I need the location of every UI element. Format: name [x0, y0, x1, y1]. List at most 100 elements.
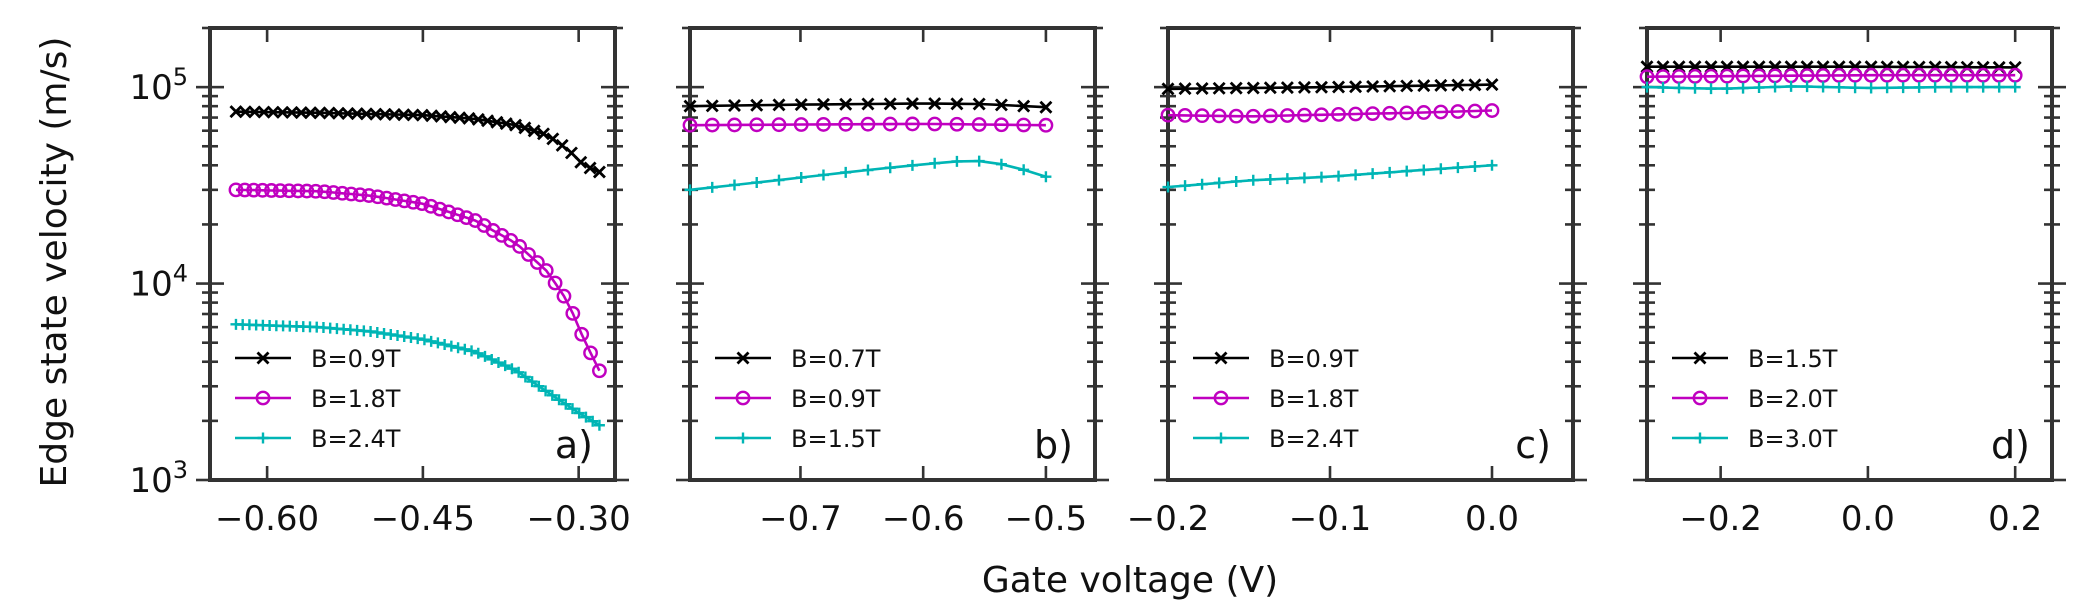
series-B=0.9T [682, 116, 1054, 133]
x-axis-title: Gate voltage (V) [982, 560, 1278, 600]
data-point [1847, 67, 1863, 83]
data-point [459, 210, 474, 226]
legend-label: B=0.9T [311, 345, 401, 373]
data-point [486, 353, 498, 365]
data-point [994, 117, 1009, 133]
data-point [237, 182, 253, 198]
data-point [884, 162, 896, 174]
legend-label: B=1.5T [791, 425, 881, 453]
data-point [727, 117, 742, 133]
x-tick-label: −0.45 [371, 499, 475, 539]
legend-label: B=1.5T [1748, 345, 1838, 373]
data-point [728, 179, 740, 191]
data-point [1401, 165, 1413, 177]
data-point [512, 239, 528, 254]
data-point [1831, 68, 1847, 83]
data-point [1399, 105, 1415, 121]
data-point [860, 116, 876, 132]
data-point [308, 183, 324, 199]
legend-label: B=2.4T [311, 425, 401, 453]
data-point [1194, 108, 1210, 124]
series-line [235, 110, 600, 174]
data-point [1451, 78, 1465, 92]
data-point [1333, 170, 1345, 182]
data-point [1485, 78, 1499, 92]
legend-label: B=1.8T [311, 385, 401, 413]
data-point [1911, 67, 1927, 83]
data-point [452, 342, 464, 354]
data-point [839, 97, 853, 111]
data-point [540, 385, 552, 397]
data-point [840, 166, 852, 178]
data-point [1817, 81, 1829, 93]
data-point [1162, 181, 1174, 193]
data-point [994, 98, 1008, 112]
legend-marker [735, 390, 751, 406]
data-point [1196, 178, 1208, 190]
data-point [1263, 81, 1277, 95]
x-tick-label: −0.7 [759, 499, 842, 539]
series-B=2.4T [230, 318, 605, 431]
data-point [423, 198, 439, 214]
x-tick-label: 0.2 [1988, 499, 2042, 539]
data-point [1435, 163, 1447, 175]
data-point [1039, 100, 1053, 114]
data-point [506, 363, 518, 375]
data-point [546, 389, 558, 401]
data-point [772, 98, 786, 112]
legend-entry: B=0.9T [1193, 345, 1359, 373]
data-point [1735, 68, 1751, 84]
data-point [1895, 67, 1911, 83]
data-point [1348, 106, 1363, 122]
data-point [1434, 78, 1448, 92]
legend-entry: B=0.9T [715, 385, 881, 413]
data-point [573, 407, 585, 419]
data-point [1705, 83, 1717, 95]
data-point [1246, 81, 1260, 95]
data-point [1943, 67, 1959, 83]
legend-marker [1692, 390, 1708, 406]
data-point [927, 116, 943, 132]
data-point [1314, 107, 1329, 123]
data-point [290, 183, 306, 199]
legend-marker [255, 390, 271, 406]
data-point [1927, 67, 1943, 83]
legend-label: B=0.7T [791, 345, 881, 373]
x-tick-label: −0.2 [1127, 499, 1210, 539]
data-point [439, 339, 451, 351]
data-point [882, 116, 898, 132]
data-point [317, 184, 333, 200]
data-point [1452, 162, 1464, 174]
data-point [1179, 180, 1191, 192]
data-point [905, 97, 919, 111]
data-point [583, 161, 597, 175]
data-point [1367, 168, 1379, 180]
data-point [370, 189, 386, 205]
legend-entry: B=3.0T [1672, 425, 1838, 453]
data-point [1417, 79, 1431, 93]
data-point [459, 343, 471, 355]
data-point [1418, 164, 1430, 176]
x-tick-label: −0.30 [527, 499, 631, 539]
legend-marker [1213, 390, 1229, 406]
data-point [1160, 107, 1176, 123]
data-point [1737, 82, 1749, 94]
data-point [1016, 117, 1032, 133]
legend-entry: B=2.4T [1193, 425, 1359, 453]
data-point [1245, 108, 1261, 124]
data-point [450, 207, 465, 223]
legend-entry: B=2.4T [235, 425, 401, 453]
data-point [794, 98, 808, 112]
panel-label: b) [1034, 423, 1073, 467]
data-point [973, 155, 985, 167]
x-tick-label: −0.1 [1289, 499, 1372, 539]
data-point [1977, 81, 1989, 93]
data-point [862, 164, 874, 176]
data-point [565, 305, 581, 321]
data-point [1687, 68, 1703, 84]
data-point [228, 182, 244, 198]
panel-frame [1645, 26, 2054, 482]
data-point [1879, 67, 1895, 83]
data-point [905, 116, 920, 132]
y-tick-label: 103 [129, 456, 188, 501]
